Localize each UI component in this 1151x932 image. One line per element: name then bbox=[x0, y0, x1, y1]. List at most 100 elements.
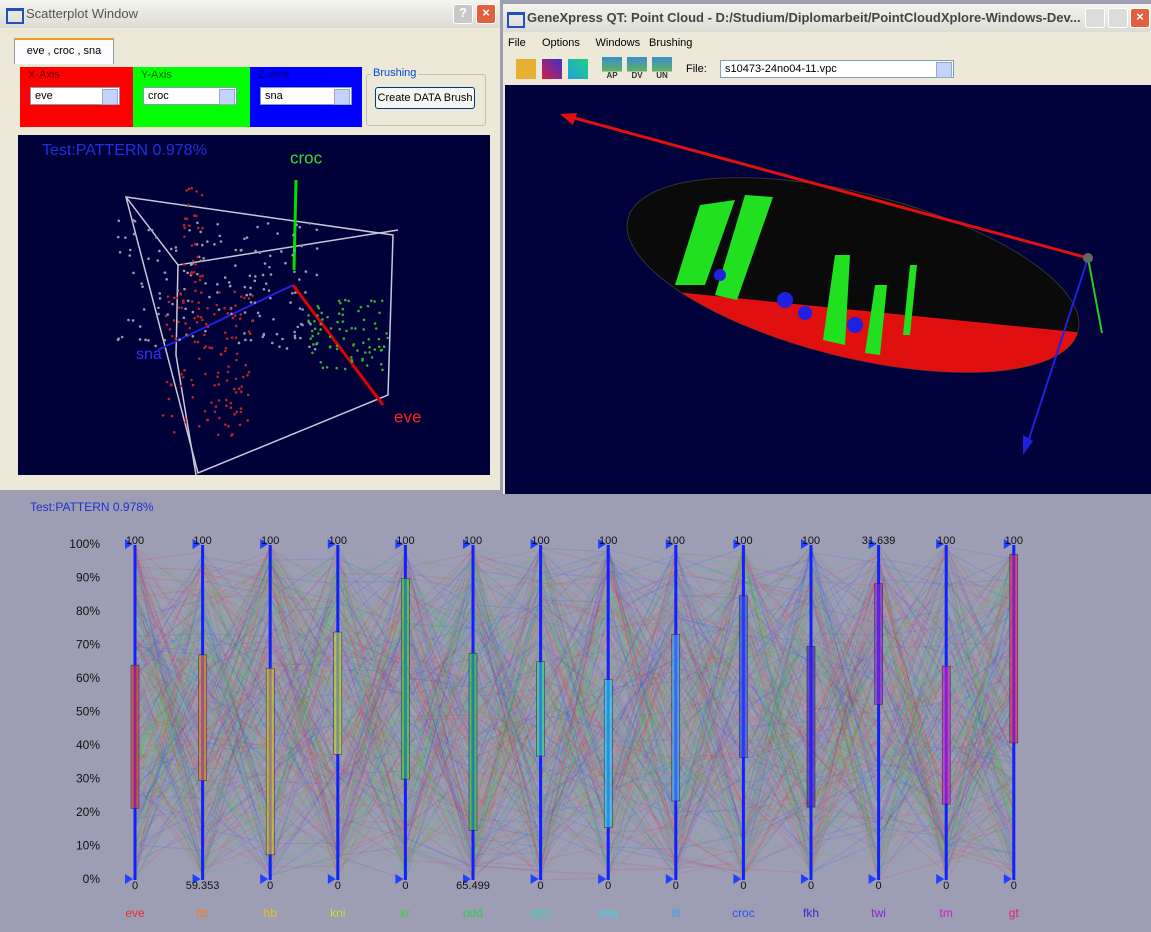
point bbox=[291, 253, 295, 257]
point bbox=[216, 371, 220, 375]
pointcloud-view bbox=[505, 85, 1151, 494]
profile-line bbox=[134, 557, 1015, 838]
tab[interactable]: eve , croc , sna bbox=[14, 38, 114, 64]
point bbox=[232, 387, 236, 391]
profile-line bbox=[134, 548, 1015, 865]
profile-line bbox=[134, 550, 1015, 858]
toolbar-button[interactable]: AP bbox=[602, 57, 622, 81]
point bbox=[164, 314, 168, 318]
profile-line bbox=[134, 567, 1015, 818]
point bbox=[362, 341, 365, 345]
profile-line bbox=[134, 559, 1015, 865]
file-select[interactable]: s10473-24no04-11.vpc bbox=[720, 60, 954, 78]
point bbox=[198, 275, 202, 278]
axis-name: fkh bbox=[803, 906, 819, 920]
point bbox=[206, 306, 209, 310]
point bbox=[316, 304, 320, 308]
profile-line bbox=[134, 547, 1015, 878]
percent-label: 40% bbox=[76, 738, 100, 752]
point bbox=[251, 294, 254, 297]
point bbox=[195, 321, 199, 324]
menu-item[interactable]: Brushing bbox=[649, 37, 693, 49]
axis-min: 0 bbox=[1011, 880, 1017, 892]
minimize-button[interactable] bbox=[1085, 8, 1105, 28]
point bbox=[237, 387, 241, 391]
point bbox=[270, 341, 274, 345]
view-caption: Test:PATTERN 0.978% bbox=[42, 142, 207, 159]
x-axis-select[interactable]: eve bbox=[30, 87, 120, 105]
point bbox=[133, 219, 137, 223]
point bbox=[216, 222, 219, 226]
point bbox=[216, 433, 220, 437]
profile-line bbox=[134, 579, 1015, 783]
point bbox=[224, 423, 227, 426]
point bbox=[184, 322, 187, 325]
point bbox=[297, 278, 301, 281]
point bbox=[196, 315, 200, 318]
profile-line bbox=[134, 550, 1015, 823]
open-icon[interactable] bbox=[516, 59, 536, 79]
point bbox=[379, 362, 383, 366]
profile-line bbox=[134, 561, 1015, 817]
axis-name: odd bbox=[463, 906, 483, 920]
point bbox=[373, 300, 376, 303]
color-icon[interactable] bbox=[542, 59, 562, 79]
point bbox=[174, 249, 178, 252]
profile-line bbox=[134, 549, 1015, 874]
point bbox=[206, 240, 209, 243]
toolbar-button[interactable]: DV bbox=[627, 57, 647, 81]
profile-line bbox=[134, 548, 1015, 815]
close-button[interactable]: × bbox=[476, 4, 496, 24]
menu-item[interactable]: Options bbox=[542, 37, 580, 49]
point bbox=[311, 334, 314, 338]
profile-line bbox=[134, 590, 1015, 842]
z-axis-select[interactable]: sna bbox=[260, 87, 352, 105]
help-button[interactable]: ? bbox=[453, 4, 473, 24]
point bbox=[239, 407, 243, 410]
point bbox=[198, 357, 201, 360]
point bbox=[350, 326, 354, 330]
point bbox=[248, 332, 252, 335]
point bbox=[202, 257, 205, 260]
axis-max: 100 bbox=[599, 535, 617, 547]
profile-line bbox=[134, 550, 1015, 833]
profile-line bbox=[134, 555, 1015, 857]
point bbox=[167, 300, 171, 304]
axis-max: 100 bbox=[531, 535, 549, 547]
profile-line bbox=[134, 554, 1015, 871]
point bbox=[347, 299, 350, 303]
point bbox=[359, 305, 363, 309]
maximize-button[interactable] bbox=[1108, 8, 1128, 28]
toolbar-button[interactable]: UN bbox=[652, 57, 672, 81]
profile-line bbox=[134, 604, 1015, 879]
profile-line bbox=[134, 558, 1015, 864]
point bbox=[197, 307, 201, 311]
color-icon[interactable] bbox=[568, 59, 588, 79]
point bbox=[150, 228, 154, 232]
menu-item[interactable]: File bbox=[508, 37, 526, 49]
profile-line bbox=[134, 568, 1015, 876]
point bbox=[248, 274, 252, 278]
create-brush-button[interactable]: Create DATA Brush bbox=[375, 87, 475, 109]
profile-line bbox=[134, 551, 1015, 875]
profile-line bbox=[134, 575, 1015, 874]
menu-item[interactable]: Windows bbox=[595, 37, 641, 49]
point bbox=[258, 251, 261, 254]
profile-line bbox=[134, 547, 1015, 866]
profile-line bbox=[134, 576, 1015, 862]
y-axis-select[interactable]: croc bbox=[143, 87, 237, 105]
profile-line bbox=[134, 554, 1015, 830]
profile-line bbox=[134, 549, 1015, 869]
profile-line bbox=[134, 609, 1015, 856]
point bbox=[184, 307, 187, 311]
profile-line bbox=[134, 556, 1015, 878]
profile-line bbox=[134, 574, 1015, 846]
point bbox=[315, 228, 319, 232]
point bbox=[117, 337, 120, 340]
profile-line bbox=[134, 545, 1015, 864]
point bbox=[195, 214, 198, 218]
point bbox=[354, 327, 357, 330]
close-button[interactable]: × bbox=[1130, 8, 1150, 28]
point bbox=[357, 309, 360, 313]
